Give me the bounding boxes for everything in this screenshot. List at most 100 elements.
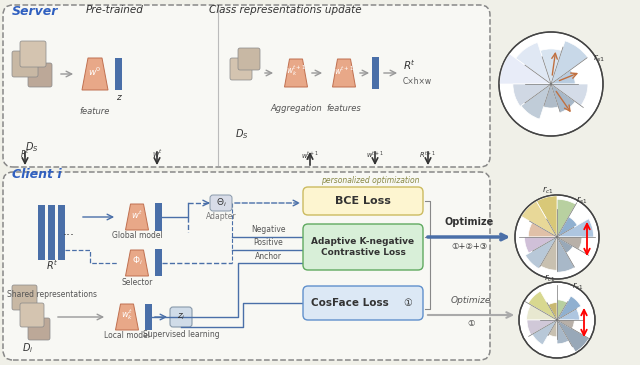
Text: $w_k^t$: $w_k^t$	[121, 308, 133, 322]
Wedge shape	[557, 237, 573, 253]
FancyBboxPatch shape	[20, 41, 46, 67]
Wedge shape	[557, 296, 581, 320]
FancyBboxPatch shape	[238, 48, 260, 70]
Text: Negative: Negative	[251, 225, 285, 234]
FancyBboxPatch shape	[210, 195, 232, 211]
Text: $w^{t+1}$: $w^{t+1}$	[334, 65, 354, 77]
Circle shape	[499, 32, 603, 136]
Bar	[58, 205, 65, 260]
Text: $w^t$: $w^t$	[152, 147, 163, 160]
Text: feature: feature	[80, 107, 110, 116]
Wedge shape	[527, 305, 557, 320]
Text: Selector: Selector	[122, 278, 153, 287]
Wedge shape	[557, 320, 574, 328]
Text: $z$: $z$	[116, 93, 122, 102]
Wedge shape	[540, 49, 562, 84]
Wedge shape	[513, 84, 551, 106]
Wedge shape	[548, 303, 557, 320]
Text: Optimize: Optimize	[451, 296, 491, 305]
Text: Positive: Positive	[253, 238, 283, 247]
Text: Adapter: Adapter	[205, 212, 236, 221]
Bar	[155, 203, 162, 231]
Text: BCE Loss: BCE Loss	[335, 196, 391, 206]
FancyBboxPatch shape	[12, 51, 38, 77]
Text: Local model: Local model	[104, 331, 150, 340]
Wedge shape	[521, 84, 551, 119]
Bar	[372, 57, 379, 89]
Text: Supervised learning: Supervised learning	[143, 330, 220, 339]
Wedge shape	[543, 84, 559, 108]
FancyBboxPatch shape	[3, 5, 490, 167]
Wedge shape	[516, 42, 551, 84]
FancyBboxPatch shape	[20, 303, 44, 327]
Text: $D_S$: $D_S$	[25, 140, 39, 154]
Wedge shape	[551, 41, 588, 84]
Text: ①: ①	[404, 298, 412, 308]
Text: Optimize: Optimize	[444, 217, 493, 227]
Wedge shape	[557, 320, 569, 344]
Polygon shape	[333, 59, 355, 87]
Bar	[115, 58, 122, 90]
FancyBboxPatch shape	[303, 224, 423, 270]
Wedge shape	[532, 320, 557, 345]
Wedge shape	[557, 219, 593, 237]
Polygon shape	[125, 250, 148, 276]
Wedge shape	[536, 196, 557, 237]
FancyBboxPatch shape	[170, 307, 192, 327]
Text: personalized optimization: personalized optimization	[321, 176, 419, 185]
Bar	[155, 249, 162, 276]
Wedge shape	[525, 237, 557, 253]
Wedge shape	[528, 223, 557, 237]
Text: $r_{s1}$: $r_{s1}$	[593, 53, 605, 65]
Text: Shared representations: Shared representations	[7, 290, 97, 299]
Text: $\Phi_i$: $\Phi_i$	[132, 255, 143, 267]
Wedge shape	[557, 309, 579, 320]
Wedge shape	[557, 217, 577, 237]
Bar	[38, 205, 45, 260]
Text: ①+②+③: ①+②+③	[451, 242, 487, 251]
Text: $w^0$: $w^0$	[88, 66, 102, 78]
Text: Class representations update: Class representations update	[209, 5, 362, 15]
Text: $R^t$: $R^t$	[46, 258, 58, 272]
Text: $z_i$: $z_i$	[177, 312, 185, 322]
Text: $w^t$: $w^t$	[131, 209, 143, 221]
Wedge shape	[525, 237, 557, 269]
Wedge shape	[527, 320, 557, 335]
Wedge shape	[551, 84, 575, 112]
Text: $r_{s1}$: $r_{s1}$	[576, 194, 588, 205]
Text: $R^t$: $R^t$	[403, 58, 416, 72]
FancyBboxPatch shape	[28, 318, 50, 340]
Text: $w_k^{t+1}$: $w_k^{t+1}$	[286, 64, 306, 78]
Text: ①: ①	[467, 319, 475, 328]
Text: $r_{s1}$: $r_{s1}$	[572, 281, 584, 292]
Wedge shape	[551, 70, 575, 84]
Circle shape	[519, 282, 595, 358]
Text: Pre-trained: Pre-trained	[86, 5, 144, 15]
Text: Server: Server	[12, 5, 58, 18]
Text: ...: ...	[63, 225, 75, 238]
Text: Client i: Client i	[12, 168, 61, 181]
Text: $w^{t+1}$: $w^{t+1}$	[366, 149, 384, 160]
Polygon shape	[125, 204, 148, 230]
Text: CosFace Loss: CosFace Loss	[311, 298, 389, 308]
Wedge shape	[557, 320, 589, 352]
Polygon shape	[82, 58, 108, 90]
Text: $r_{c1}$: $r_{c1}$	[542, 185, 554, 196]
Text: $R^t$: $R^t$	[20, 147, 30, 160]
Text: Anchor: Anchor	[255, 252, 282, 261]
FancyBboxPatch shape	[303, 187, 423, 215]
Polygon shape	[285, 59, 307, 87]
Text: $D_S$: $D_S$	[236, 127, 249, 141]
Text: features: features	[326, 104, 362, 113]
Text: $r_{c1}$: $r_{c1}$	[544, 272, 556, 284]
FancyBboxPatch shape	[230, 58, 252, 80]
Text: $D_i$: $D_i$	[22, 341, 34, 355]
FancyBboxPatch shape	[303, 286, 423, 320]
Wedge shape	[557, 237, 582, 249]
Text: $R^{t+1}$: $R^{t+1}$	[419, 149, 436, 160]
Wedge shape	[540, 237, 557, 270]
Text: Adaptive K-negative
Contrastive Loss: Adaptive K-negative Contrastive Loss	[312, 237, 415, 257]
Wedge shape	[557, 199, 576, 237]
Polygon shape	[115, 304, 138, 330]
Bar	[48, 205, 55, 260]
